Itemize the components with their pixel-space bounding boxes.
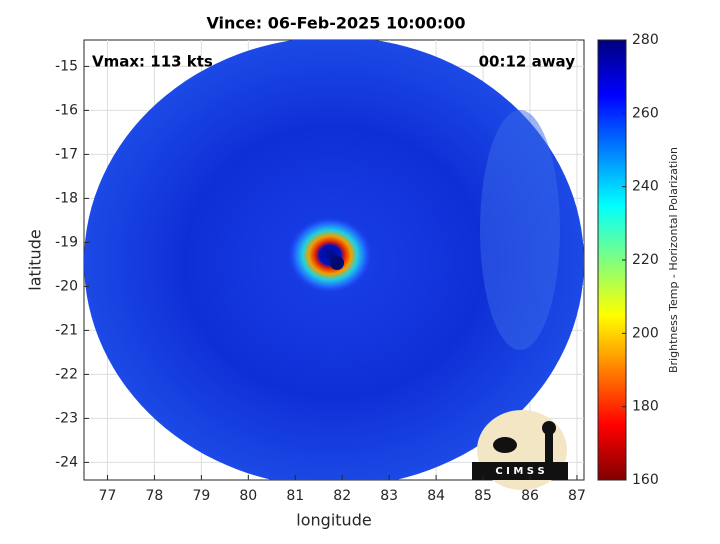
annotation: Vmax: 113 kts: [92, 53, 213, 71]
y-tick-label: -22: [55, 366, 78, 382]
colorbar-tick-label: 240: [632, 179, 659, 195]
logo-text: C I M S S: [495, 466, 544, 477]
colorbar-tick-label: 280: [632, 32, 659, 48]
x-axis-label: longitude: [296, 511, 371, 530]
colorbar-tick-label: 220: [632, 252, 659, 268]
annotation: 00:12 away: [479, 53, 576, 71]
colorbar: [597, 39, 627, 481]
x-tick-label: 77: [99, 488, 117, 504]
y-tick-label: -23: [55, 410, 78, 426]
eyewall: [288, 217, 372, 293]
x-tick-label: 78: [146, 488, 164, 504]
y-tick-label: -24: [55, 454, 78, 470]
colorbar-label: Brightness Temp - Horizontal Polarizatio…: [667, 147, 680, 373]
y-tick-label: -20: [55, 278, 78, 294]
y-tick-label: -18: [55, 190, 78, 206]
x-tick-label: 79: [192, 488, 210, 504]
colorbar-tick-label: 260: [632, 105, 659, 121]
x-tick-label: 86: [521, 488, 539, 504]
outer-band: [480, 110, 560, 350]
chart-title: Vince: 06-Feb-2025 10:00:00: [206, 14, 465, 33]
colorbar-tick-label: 200: [632, 325, 659, 341]
x-tick-label: 83: [380, 488, 398, 504]
x-tick-label: 80: [239, 488, 257, 504]
x-tick-label: 82: [333, 488, 351, 504]
x-tick-label: 87: [568, 488, 586, 504]
y-axis-label: latitude: [26, 229, 45, 290]
x-tick-label: 85: [474, 488, 492, 504]
y-tick-label: -16: [55, 102, 78, 118]
y-tick-label: -17: [55, 146, 78, 162]
y-tick-label: -21: [55, 322, 78, 338]
y-tick-label: -15: [55, 58, 78, 74]
satellite-image: [84, 40, 584, 480]
y-tick-label: -19: [55, 234, 78, 250]
eye: [330, 256, 344, 270]
cimss-logo: C I M S S: [472, 410, 568, 490]
x-tick-label: 81: [286, 488, 304, 504]
x-tick-label: 84: [427, 488, 445, 504]
colorbar-tick-label: 160: [632, 472, 659, 488]
colorbar-tick-label: 180: [632, 399, 659, 415]
